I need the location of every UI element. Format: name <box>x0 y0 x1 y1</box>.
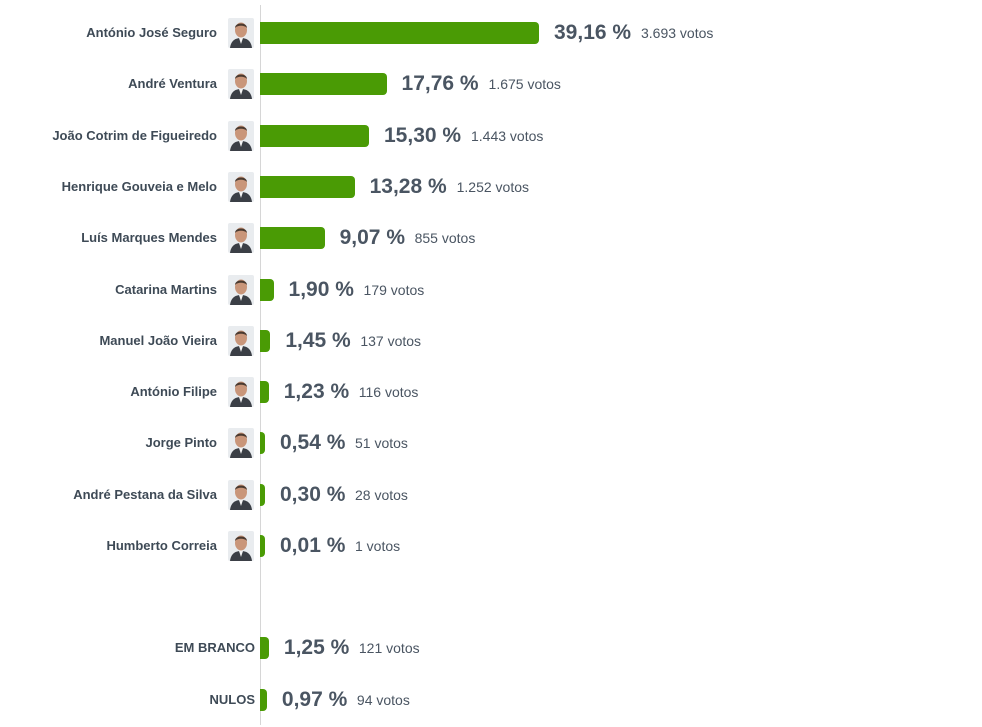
votes-label: 1.443 votos <box>471 127 544 144</box>
candidate-row: André Pestana da Silva 0,30 % 28 votos <box>0 475 982 515</box>
person-photo-icon <box>228 325 254 356</box>
other-row: EM BRANCO 1,25 % 121 votos <box>0 628 982 668</box>
bar <box>260 22 539 44</box>
bar <box>260 227 325 250</box>
votes-label: 121 votos <box>358 640 420 656</box>
candidate-row: João Cotrim de Figueiredo 15,30 % 1.443 vo… <box>0 116 982 156</box>
person-photo-icon <box>228 223 254 254</box>
percent-label: 0,01 % <box>280 534 346 557</box>
candidate-name: André Pestana da Silva <box>73 486 217 502</box>
bar <box>260 329 271 352</box>
percent-label: 9,07 % <box>339 226 405 250</box>
votes-label: 137 votos <box>360 332 422 349</box>
votes-label: 1.252 votos <box>456 178 529 195</box>
candidate-row: André Ventura 17,76 % 1.675 votos <box>0 64 982 104</box>
percent-label: 1,25 % <box>283 636 350 659</box>
percent-label: 1,45 % <box>285 328 351 352</box>
votes-label: 28 votos <box>355 486 408 503</box>
candidate-row: António Filipe 1,23 % 116 votos <box>0 372 982 412</box>
person-photo-icon <box>228 274 254 305</box>
other-name: NULOS <box>209 692 256 707</box>
other-row: NULOS 0,97 % 94 votos <box>0 680 982 720</box>
bar <box>260 73 387 96</box>
candidate-name: Henrique Gouveia e Melo <box>61 178 217 194</box>
candidate-row: Henrique Gouveia e Melo 13,28 % 1.252 voto… <box>0 167 982 207</box>
bar <box>260 381 269 404</box>
bar <box>260 175 355 198</box>
percent-label: 1,90 % <box>288 277 354 301</box>
candidate-row: Luís Marques Mendes 9,07 % 855 votos <box>0 218 982 258</box>
percent-label: 39,16 % <box>554 21 632 44</box>
person-photo-icon <box>228 377 254 408</box>
candidate-row: Humberto Correia 0,01 % 1 votos <box>0 526 982 566</box>
candidate-name: Humberto Correia <box>106 538 217 553</box>
candidate-name: Manuel João Vieira <box>99 332 217 348</box>
candidate-name: António Filipe <box>130 384 217 400</box>
votes-label: 855 votos <box>414 230 476 247</box>
person-photo-icon <box>228 120 254 151</box>
percent-label: 15,30 % <box>384 123 462 147</box>
person-photo-icon <box>228 428 254 459</box>
person-photo-icon <box>228 531 254 561</box>
person-photo-icon <box>228 18 254 48</box>
candidate-row: Catarina Martins 1,90 % 179 votos <box>0 270 982 310</box>
person-photo-icon <box>228 479 254 510</box>
votes-label: 179 votos <box>363 281 425 298</box>
votes-label: 94 votos <box>356 692 410 708</box>
candidate-name: Jorge Pinto <box>145 435 217 451</box>
percent-label: 17,76 % <box>401 72 479 96</box>
other-name: EM BRANCO <box>174 640 255 655</box>
votes-label: 51 votos <box>355 435 408 452</box>
person-photo-icon <box>228 69 254 100</box>
bar <box>260 278 274 301</box>
bar <box>260 689 267 711</box>
bar <box>260 637 269 659</box>
candidate-name: Luís Marques Mendes <box>81 230 217 246</box>
votes-label: 1 votos <box>355 538 401 554</box>
bar <box>260 535 265 557</box>
votes-label: 116 votos <box>358 384 419 401</box>
candidate-name: Catarina Martins <box>115 281 217 297</box>
person-photo-icon <box>228 171 254 202</box>
candidate-name: António José Seguro <box>86 25 217 40</box>
axis-line <box>260 5 261 725</box>
percent-label: 0,97 % <box>281 688 348 711</box>
bar <box>260 432 265 455</box>
candidate-name: João Cotrim de Figueiredo <box>52 127 217 143</box>
candidate-name: André Ventura <box>128 76 217 92</box>
percent-label: 0,54 % <box>280 431 346 455</box>
candidate-row: Jorge Pinto 0,54 % 51 votos <box>0 423 982 463</box>
votes-label: 3.693 votos <box>641 25 714 41</box>
bar <box>260 483 265 506</box>
bar <box>260 124 369 147</box>
percent-label: 1,23 % <box>283 380 350 404</box>
candidate-row: António José Seguro 39,16 % 3.693 votos <box>0 13 982 53</box>
percent-label: 13,28 % <box>369 174 447 198</box>
votes-label: 1.675 votos <box>488 76 561 93</box>
candidate-row: Manuel João Vieira 1,45 % 137 votos <box>0 321 982 361</box>
percent-label: 0,30 % <box>280 482 346 506</box>
